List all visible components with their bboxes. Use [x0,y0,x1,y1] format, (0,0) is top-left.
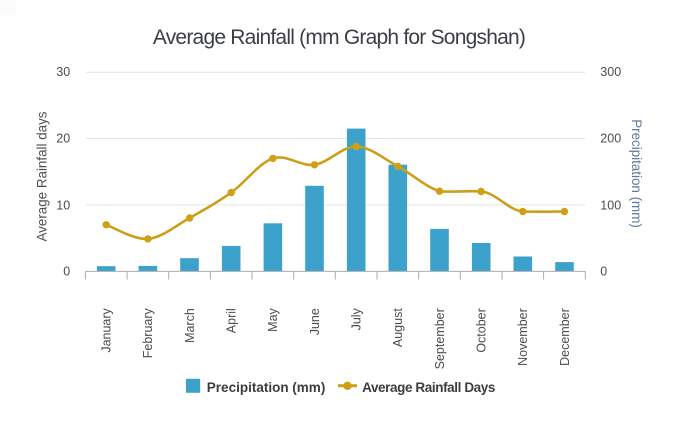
svg-text:300: 300 [600,65,621,79]
svg-text:200: 200 [600,132,621,146]
svg-text:October: October [475,308,489,352]
svg-text:April: April [225,308,239,333]
svg-text:June: June [308,308,322,335]
svg-text:November: November [516,308,530,366]
svg-text:0: 0 [600,264,607,278]
svg-text:January: January [100,307,114,352]
svg-text:December: December [558,308,572,366]
svg-text:100: 100 [600,198,621,212]
svg-text:10: 10 [56,198,70,212]
svg-text:20: 20 [56,132,70,146]
svg-text:Average Rainfall days: Average Rainfall days [34,111,49,241]
svg-text:Average Rainfall (mm Graph for: Average Rainfall (mm Graph for Songshan) [153,26,525,49]
svg-text:0: 0 [63,264,70,278]
svg-text:Precipitation (mm): Precipitation (mm) [629,119,644,228]
svg-text:February: February [141,307,155,358]
svg-text:Precipitation (mm): Precipitation (mm) [207,380,326,395]
svg-text:September: September [433,308,447,369]
svg-text:May: May [266,307,280,331]
svg-text:30: 30 [56,65,70,79]
svg-text:July: July [350,307,364,330]
svg-text:August: August [391,308,405,347]
svg-text:Average Rainfall Days: Average Rainfall Days [362,380,495,395]
svg-text:March: March [183,308,197,343]
